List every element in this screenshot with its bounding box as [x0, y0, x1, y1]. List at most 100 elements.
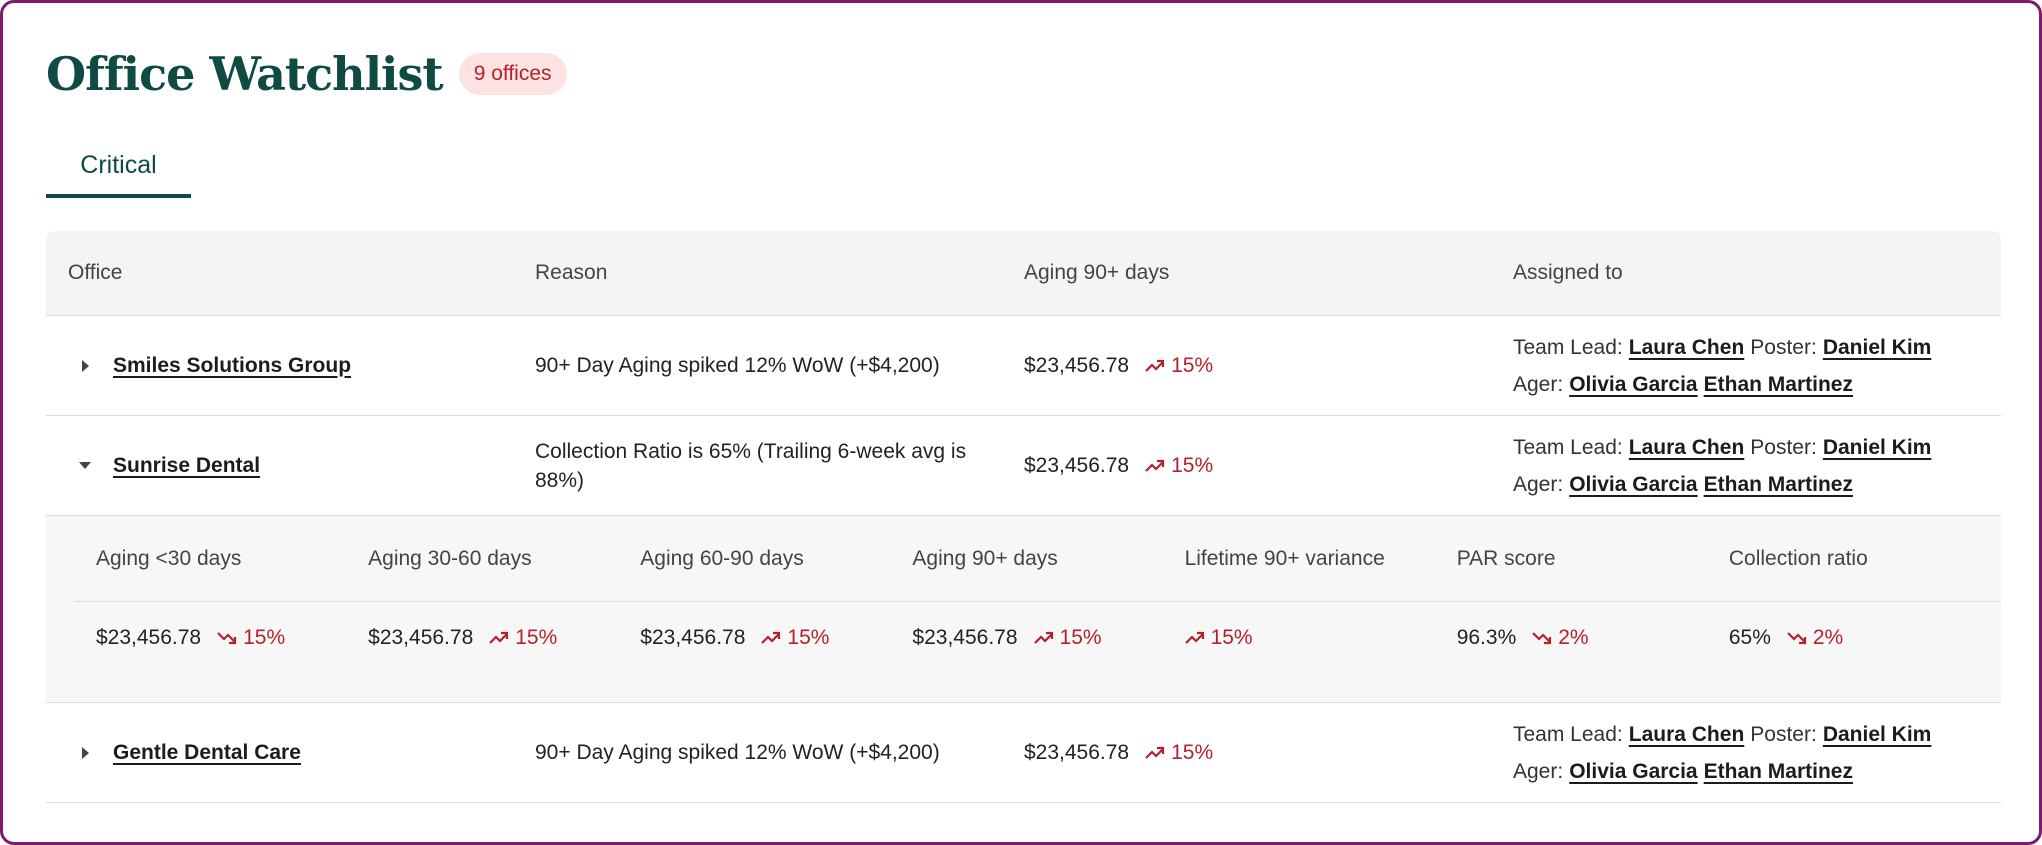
- team-lead-label: Team Lead:: [1513, 722, 1623, 746]
- trend-value: 15%: [243, 626, 286, 649]
- aging-amount: $23,456.78: [1024, 740, 1130, 764]
- office-count-badge: 9 offices: [458, 53, 567, 95]
- trend-value: 15%: [515, 626, 558, 649]
- caret-right-icon: [81, 359, 89, 372]
- ager-label: Ager:: [1513, 372, 1564, 396]
- trend-value: 2%: [1812, 626, 1844, 649]
- ager-label: Ager:: [1513, 472, 1564, 496]
- poster-label: Poster:: [1750, 335, 1817, 359]
- caret-down-icon: [79, 462, 91, 469]
- trend-up-icon: [1145, 746, 1165, 759]
- trend-indicator: 15%: [1184, 626, 1253, 650]
- trend-indicator: 15%: [1145, 741, 1213, 765]
- tab-bar: Critical: [46, 143, 191, 198]
- details-values: $23,456.78 15% $23,456.78 15%: [74, 602, 2001, 674]
- detail-metric: 96.3% 2%: [1457, 626, 1729, 650]
- collapse-row-button[interactable]: [76, 457, 94, 475]
- trend-indicator: 2%: [1532, 626, 1589, 650]
- detail-column-header: Aging 90+ days: [912, 546, 1058, 570]
- poster-label: Poster:: [1750, 435, 1817, 459]
- team-lead-link[interactable]: Laura Chen: [1628, 435, 1745, 459]
- page-header: Office Watchlist 9 offices: [46, 45, 567, 103]
- detail-metric: $23,456.78 15%: [912, 626, 1184, 650]
- trend-indicator: 15%: [489, 626, 557, 650]
- office-link[interactable]: Sunrise Dental: [113, 453, 261, 477]
- detail-column-header: Aging 30-60 days: [368, 546, 532, 570]
- reason-text: Collection Ratio is 65% (Trailing 6-week…: [535, 439, 967, 492]
- table-row: Sunrise Dental Collection Ratio is 65% (…: [46, 416, 2001, 516]
- trend-up-icon: [1184, 631, 1204, 644]
- ager-link[interactable]: Olivia Garcia: [1569, 372, 1698, 396]
- column-header-assigned[interactable]: Assigned to: [1513, 261, 1623, 284]
- trend-up-icon: [1033, 631, 1053, 644]
- trend-value: 2%: [1558, 626, 1589, 649]
- ager-label: Ager:: [1513, 759, 1564, 783]
- detail-metric: 15%: [1184, 626, 1457, 650]
- poster-link[interactable]: Daniel Kim: [1822, 335, 1932, 359]
- metric-value: $23,456.78: [912, 626, 1018, 649]
- detail-metric: $23,456.78 15%: [368, 626, 640, 650]
- watchlist-table: Office Reason Aging 90+ days Assigned to…: [46, 231, 2001, 803]
- trend-down-icon: [1532, 632, 1552, 645]
- office-link[interactable]: Smiles Solutions Group: [113, 353, 352, 377]
- assignees: Team Lead: Laura Chen Poster: Daniel Kim Ag…: [1513, 429, 2001, 503]
- trend-down-icon: [217, 632, 237, 645]
- row-details-panel: Aging <30 days Aging 30-60 days Aging 60…: [46, 516, 2001, 703]
- expand-row-button[interactable]: [76, 744, 94, 762]
- metric-value: $23,456.78: [640, 626, 746, 649]
- trend-up-icon: [1145, 359, 1165, 372]
- page-title: Office Watchlist: [46, 47, 444, 101]
- table-header: Office Reason Aging 90+ days Assigned to: [46, 231, 2001, 316]
- trend-indicator: 15%: [217, 626, 285, 650]
- tab-critical[interactable]: Critical: [46, 143, 191, 198]
- assignees: Team Lead: Laura Chen Poster: Daniel Kim Ag…: [1513, 329, 2001, 403]
- expand-row-button[interactable]: [76, 357, 94, 375]
- trend-up-icon: [489, 631, 509, 644]
- ager-link[interactable]: Ethan Martinez: [1703, 372, 1853, 396]
- team-lead-link[interactable]: Laura Chen: [1628, 722, 1745, 746]
- trend-value: 15%: [787, 626, 830, 649]
- detail-metric: 65% 2%: [1729, 626, 2001, 650]
- caret-right-icon: [81, 746, 89, 759]
- table-row: Smiles Solutions Group 90+ Day Aging spi…: [46, 316, 2001, 416]
- aging-amount: $23,456.78: [1024, 353, 1130, 377]
- detail-column-header: Aging 60-90 days: [640, 546, 804, 570]
- trend-indicator: 2%: [1787, 626, 1843, 650]
- trend-value: 15%: [1171, 453, 1214, 477]
- detail-metric: $23,456.78 15%: [96, 626, 368, 650]
- detail-column-header: PAR score: [1456, 546, 1556, 570]
- poster-link[interactable]: Daniel Kim: [1822, 722, 1932, 746]
- metric-value: $23,456.78: [368, 626, 474, 649]
- team-lead-link[interactable]: Laura Chen: [1628, 335, 1745, 359]
- ager-link[interactable]: Olivia Garcia: [1569, 472, 1698, 496]
- detail-column-header: Lifetime 90+ variance: [1184, 546, 1385, 570]
- poster-label: Poster:: [1750, 722, 1817, 746]
- poster-link[interactable]: Daniel Kim: [1822, 435, 1932, 459]
- team-lead-label: Team Lead:: [1513, 435, 1623, 459]
- trend-indicator: 15%: [761, 626, 829, 650]
- ager-link[interactable]: Olivia Garcia: [1569, 759, 1698, 783]
- column-header-reason[interactable]: Reason: [535, 261, 608, 284]
- team-lead-label: Team Lead:: [1513, 335, 1623, 359]
- trend-value: 15%: [1059, 626, 1102, 649]
- ager-link[interactable]: Ethan Martinez: [1703, 472, 1853, 496]
- trend-indicator: 15%: [1145, 454, 1213, 478]
- aging-amount: $23,456.78: [1024, 453, 1130, 477]
- metric-value: 96.3%: [1456, 626, 1517, 649]
- column-header-aging[interactable]: Aging 90+ days: [1024, 261, 1170, 284]
- assignees: Team Lead: Laura Chen Poster: Daniel Kim Ag…: [1513, 716, 2001, 790]
- trend-up-icon: [761, 631, 781, 644]
- trend-up-icon: [1145, 459, 1165, 472]
- trend-down-icon: [1787, 632, 1806, 645]
- ager-link[interactable]: Ethan Martinez: [1703, 759, 1853, 783]
- trend-value: 15%: [1171, 740, 1214, 764]
- reason-text: 90+ Day Aging spiked 12% WoW (+$4,200): [535, 741, 940, 764]
- office-link[interactable]: Gentle Dental Care: [113, 740, 301, 764]
- detail-column-header: Collection ratio: [1728, 546, 1868, 570]
- trend-indicator: 15%: [1033, 626, 1102, 650]
- detail-metric: $23,456.78 15%: [640, 626, 912, 650]
- metric-value: 65%: [1728, 626, 1771, 649]
- metric-value: $23,456.78: [96, 626, 202, 649]
- column-header-office[interactable]: Office: [68, 261, 123, 284]
